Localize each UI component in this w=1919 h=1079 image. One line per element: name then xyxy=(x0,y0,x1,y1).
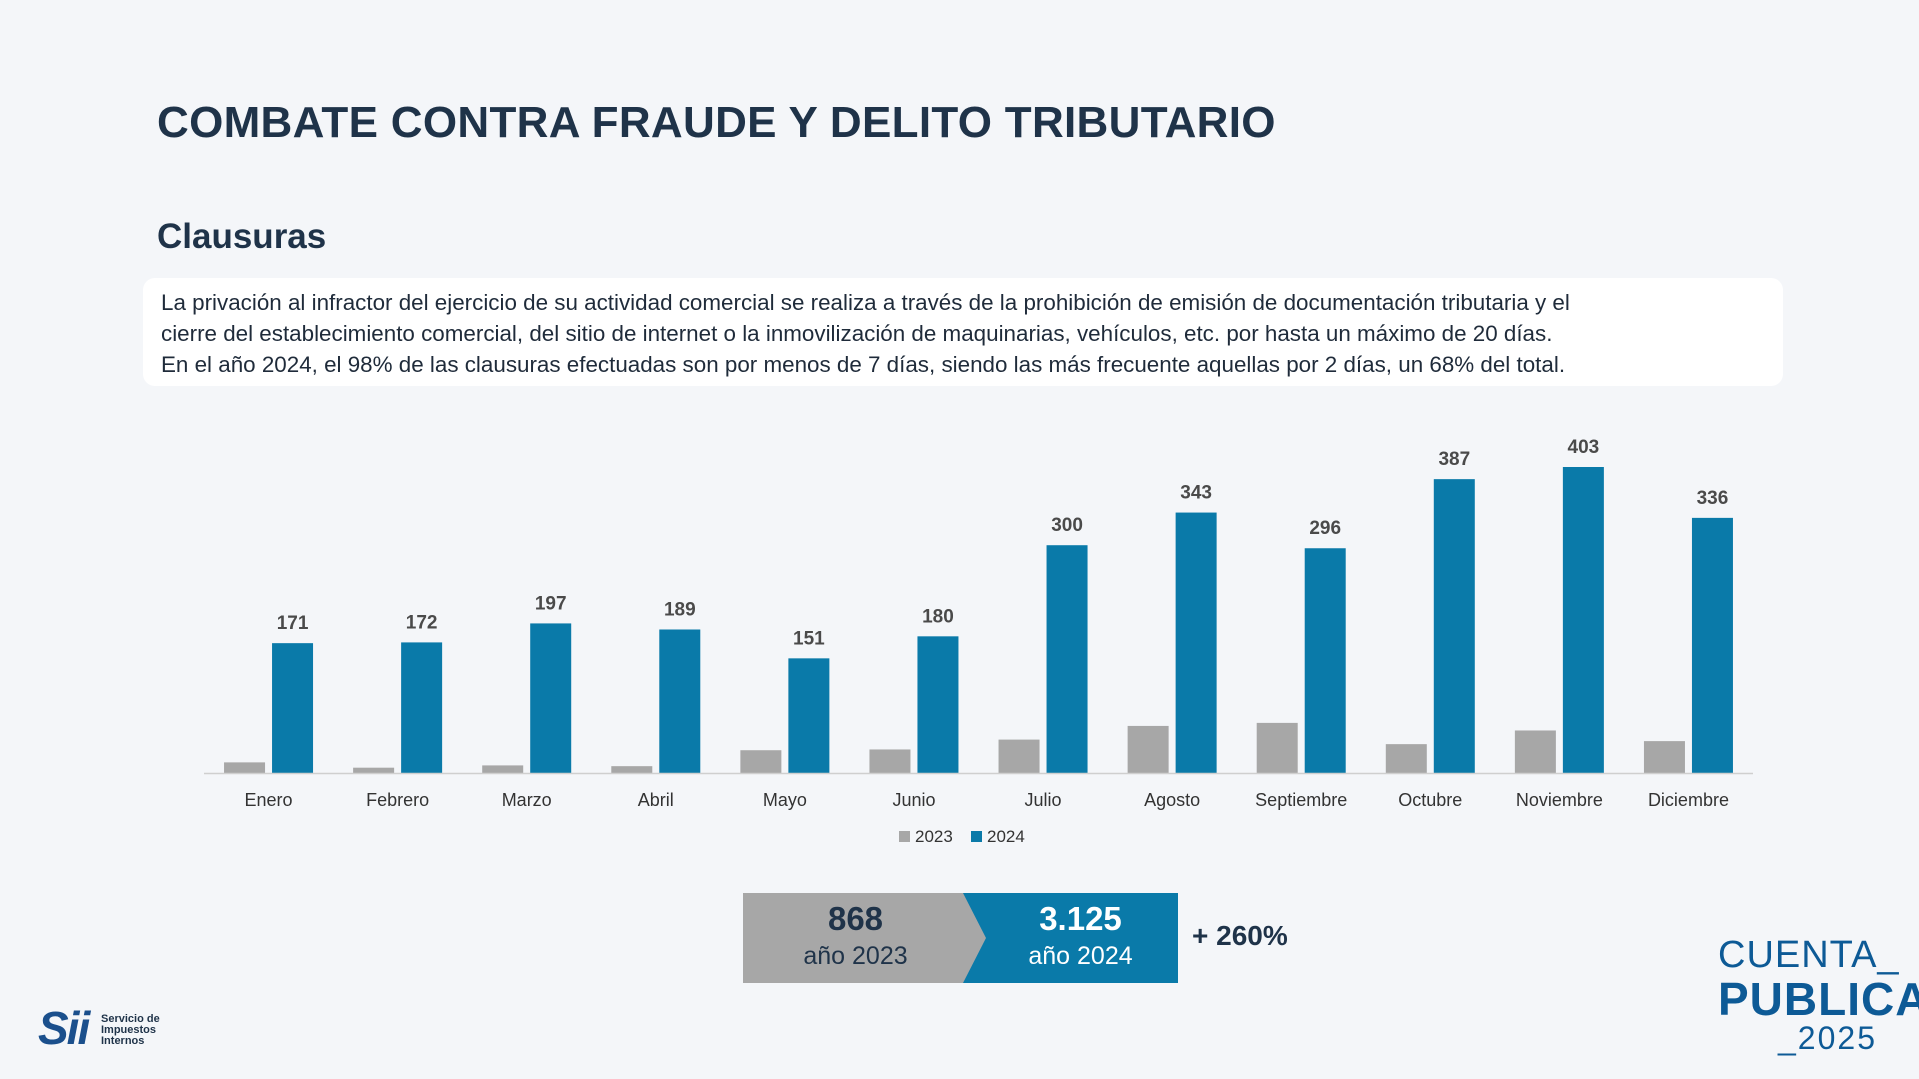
bar-2024-enero xyxy=(272,643,314,773)
bar-value-label: 197 xyxy=(535,593,567,614)
bar-value-label: 296 xyxy=(1309,518,1341,539)
sii-logo-mark: Sii xyxy=(38,1002,90,1054)
summary-2023-box: 868 año 2023 xyxy=(743,893,988,983)
x-tick-label: Septiembre xyxy=(1255,790,1347,810)
summary-2023-value: 868 xyxy=(827,900,884,937)
bar-value-label: 387 xyxy=(1438,449,1470,470)
bar-2023-noviembre xyxy=(1514,730,1556,773)
sii-logo: Sii Servicio de Impuestos Internos xyxy=(38,1004,178,1054)
section-subtitle: Clausuras xyxy=(157,217,327,256)
x-tick-label: Marzo xyxy=(502,790,552,810)
bar-2024-junio xyxy=(917,636,959,773)
bar-2023-diciembre xyxy=(1643,741,1685,773)
bar-2024-septiembre xyxy=(1304,548,1346,773)
bar-value-label: 403 xyxy=(1568,437,1600,458)
sii-logo-text-line: Servicio de xyxy=(101,1013,160,1025)
bar-value-label: 151 xyxy=(793,628,825,649)
bar-2024-julio xyxy=(1046,545,1088,773)
bar-2023-junio xyxy=(869,749,911,773)
bar-2024-febrero xyxy=(401,642,443,773)
bar-2023-marzo xyxy=(482,765,524,773)
description-line: En el año 2024, el 98% de las clausuras … xyxy=(161,352,1566,377)
bar-2024-diciembre xyxy=(1691,517,1733,773)
bar-value-label: 189 xyxy=(664,599,696,620)
legend-label: 2023 xyxy=(915,827,953,846)
description-line: cierre del establecimiento comercial, de… xyxy=(161,321,1553,346)
bar-2024-mayo xyxy=(788,658,830,773)
bar-2023-mayo xyxy=(740,750,782,773)
x-tick-label: Octubre xyxy=(1398,790,1462,810)
bar-value-label: 300 xyxy=(1051,515,1083,536)
legend-swatch xyxy=(899,831,910,842)
bar-2023-agosto xyxy=(1127,725,1169,773)
bar-value-label: 343 xyxy=(1180,483,1212,504)
bar-value-label: 336 xyxy=(1697,488,1729,509)
description-line: La privación al infractor del ejercicio … xyxy=(161,290,1570,315)
bar-2023-julio xyxy=(998,739,1040,773)
legend-label: 2024 xyxy=(987,827,1025,846)
summary-2024-value: 3.125 xyxy=(1039,900,1122,937)
x-tick-label: Junio xyxy=(892,790,935,810)
bar-2023-febrero xyxy=(353,767,395,773)
bar-2023-enero xyxy=(224,762,266,773)
x-tick-label: Agosto xyxy=(1144,790,1200,810)
bar-2024-octubre xyxy=(1433,479,1475,773)
x-tick-label: Enero xyxy=(245,790,293,810)
annual-summary: 868 año 2023 3.125 año 2024 xyxy=(743,893,1178,983)
growth-percentage: + 260% xyxy=(1192,920,1288,951)
bar-2024-abril xyxy=(659,629,701,773)
x-tick-label: Febrero xyxy=(366,790,429,810)
bar-value-label: 171 xyxy=(277,613,309,634)
legend-swatch xyxy=(971,831,982,842)
sii-logo-text-line: Impuestos xyxy=(101,1024,157,1036)
page-title: COMBATE CONTRA FRAUDE Y DELITO TRIBUTARI… xyxy=(157,98,1276,147)
bar-2023-abril xyxy=(611,766,653,773)
x-tick-label: Julio xyxy=(1025,790,1062,810)
summary-2024-box: 3.125 año 2024 xyxy=(963,893,1178,983)
x-tick-label: Diciembre xyxy=(1648,790,1729,810)
bar-2024-noviembre xyxy=(1562,467,1604,773)
summary-2023-label: año 2023 xyxy=(803,942,908,970)
sii-logo-text-line: Internos xyxy=(101,1035,145,1047)
summary-2024-label: año 2024 xyxy=(1028,942,1133,970)
bar-2023-septiembre xyxy=(1256,722,1298,773)
bar-2024-marzo xyxy=(530,623,572,773)
x-tick-label: Abril xyxy=(638,790,674,810)
cuenta-logo-line2: PUBLICA xyxy=(1718,973,1919,1025)
bar-2023-octubre xyxy=(1385,744,1427,773)
cuenta-logo-line1: CUENTA_ xyxy=(1718,934,1900,976)
description-box: La privación al infractor del ejercicio … xyxy=(143,278,1783,386)
x-tick-label: Mayo xyxy=(763,790,807,810)
cuenta-publica-logo: CUENTA_ PUBLICA _2025 xyxy=(1718,934,1919,1056)
bar-value-label: 172 xyxy=(406,612,438,633)
bar-2024-agosto xyxy=(1175,512,1217,773)
bar-value-label: 180 xyxy=(922,606,954,627)
cuenta-logo-line3: _2025 xyxy=(1778,1020,1877,1056)
sii-logo-text: Servicio de Impuestos Internos xyxy=(101,1014,160,1047)
x-tick-label: Noviembre xyxy=(1516,790,1603,810)
